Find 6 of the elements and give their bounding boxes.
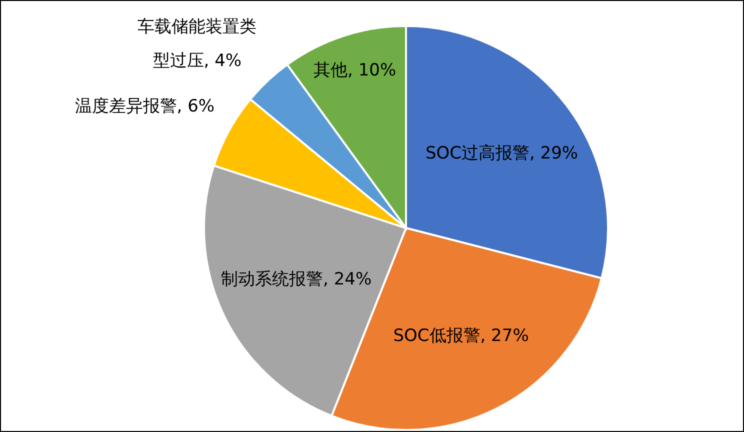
slice-label: 制动系统报警, 24% <box>221 270 372 290</box>
slice-label: 车载储能装置类型过压, 4% <box>138 16 257 71</box>
slice-label: 温度差异报警, 6% <box>74 96 215 116</box>
slice-label: 其他, 10% <box>314 60 396 80</box>
slice-label: SOC低报警, 27% <box>393 326 529 346</box>
slice-label: SOC过高报警, 29% <box>425 144 578 164</box>
